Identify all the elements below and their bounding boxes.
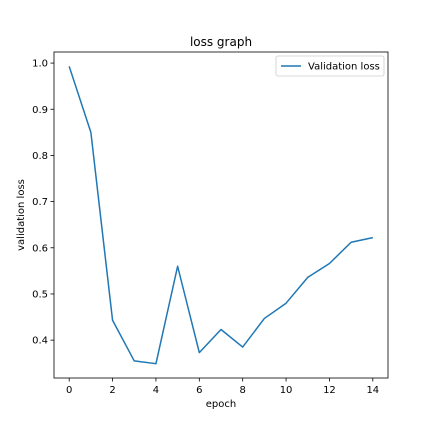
- x-tick-label: 2: [109, 385, 115, 396]
- x-tick-label: 14: [366, 385, 379, 396]
- plot-area: [68, 66, 373, 365]
- x-tick-label: 10: [280, 385, 293, 396]
- x-tick-label: 8: [240, 385, 246, 396]
- series-line-validation-loss: [68, 66, 373, 365]
- x-tick-label: 4: [153, 385, 159, 396]
- y-tick-label: 0.6: [32, 243, 48, 254]
- x-tick-label: 0: [66, 385, 72, 396]
- y-tick-label: 0.4: [32, 336, 48, 347]
- y-tick-label: 1.0: [32, 59, 48, 70]
- y-tick-label: 0.8: [32, 151, 48, 162]
- x-tick-label: 12: [323, 385, 336, 396]
- chart-title: loss graph: [190, 35, 252, 49]
- legend-label: Validation loss: [308, 62, 380, 73]
- x-tick-label: 6: [196, 385, 202, 396]
- y-tick-label: 0.7: [32, 197, 48, 208]
- legend: Validation loss: [275, 55, 385, 77]
- y-tick-label: 0.9: [32, 105, 48, 116]
- axes-frame: [53, 51, 389, 379]
- legend-box: [275, 55, 385, 77]
- y-tick-label: 0.5: [32, 289, 48, 300]
- x-axis-label: epoch: [206, 399, 236, 410]
- y-axis-label: validation loss: [16, 179, 27, 251]
